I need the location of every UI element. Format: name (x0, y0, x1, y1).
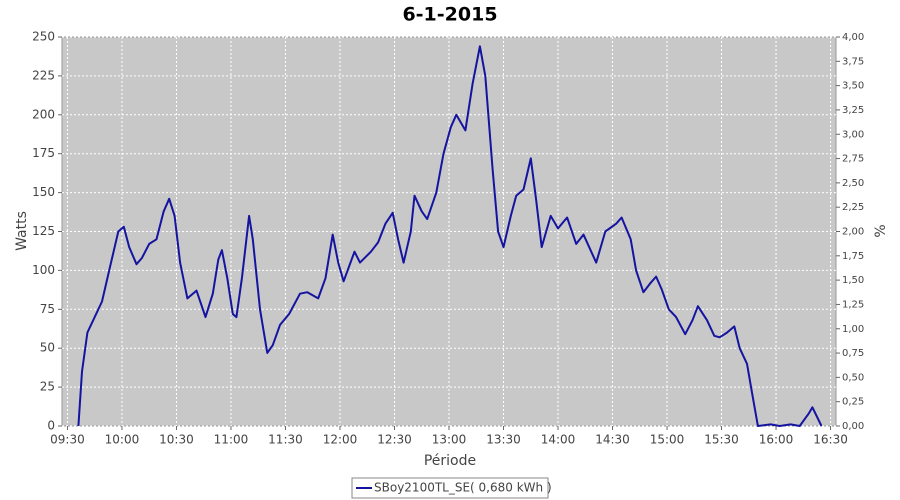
x-tick-label: 14:30 (595, 433, 630, 447)
x-tick-label: 15:30 (704, 433, 739, 447)
y2-tick-label: 3,50 (842, 81, 864, 92)
y-axis-title: Watts (14, 211, 30, 251)
y-tick-label: 175 (32, 146, 55, 160)
y-tick-label: 200 (32, 107, 55, 121)
y-tick-label: 0 (47, 419, 55, 433)
x-tick-label: 12:00 (323, 433, 358, 447)
y-tick-label: 125 (32, 224, 55, 238)
x-tick-label: 11:30 (268, 433, 303, 447)
y2-tick-label: 2,50 (842, 178, 864, 189)
y2-axis-title: % (873, 224, 889, 237)
x-axis-title: Période (424, 453, 476, 469)
y2-tick-label: 1,50 (842, 275, 864, 286)
y-tick-label: 250 (32, 30, 55, 44)
x-tick-label: 16:30 (813, 433, 848, 447)
y2-tick-label: 0,75 (842, 348, 864, 359)
y2-tick-label: 2,00 (842, 227, 864, 238)
y-tick-label: 100 (32, 263, 55, 277)
y2-tick-label: 1,75 (842, 251, 864, 262)
y-tick-label: 225 (32, 68, 55, 82)
legend (351, 477, 549, 499)
x-tick-label: 09:30 (50, 433, 85, 447)
y2-tick-label: 0,25 (842, 397, 864, 408)
y2-tick-label: 1,25 (842, 299, 864, 310)
legend-label: SBoy2100TL_SE( 0,680 kWh ) (374, 481, 552, 495)
y-tick-label: 50 (40, 341, 55, 355)
x-tick-label: 15:00 (650, 433, 685, 447)
y2-tick-label: 4,00 (842, 32, 864, 43)
y2-tick-label: 2,25 (842, 202, 864, 213)
x-tick-label: 12:30 (377, 433, 412, 447)
chart-title: 6-1-2015 (402, 4, 497, 26)
series-line (77, 45, 823, 427)
x-tick-label: 13:30 (486, 433, 521, 447)
y2-tick-label: 2,75 (842, 154, 864, 165)
x-tick-label: 10:30 (159, 433, 194, 447)
y2-tick-label: 3,75 (842, 56, 864, 67)
x-tick-label: 14:00 (541, 433, 576, 447)
x-tick-label: 10:00 (105, 433, 140, 447)
y2-tick-label: 3,25 (842, 105, 864, 116)
x-tick-label: 13:00 (432, 433, 467, 447)
x-tick-label: 16:00 (759, 433, 794, 447)
y2-tick-label: 0,00 (842, 421, 864, 432)
y-tick-label: 25 (40, 380, 55, 394)
y2-tick-label: 1,00 (842, 324, 864, 335)
x-tick-label: 11:00 (214, 433, 249, 447)
y-tick-label: 150 (32, 185, 55, 199)
y-tick-label: 75 (40, 302, 55, 316)
y2-tick-label: 0,50 (842, 372, 864, 383)
y2-tick-label: 3,00 (842, 129, 864, 140)
